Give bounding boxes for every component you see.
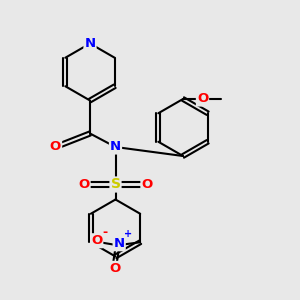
Text: O: O — [141, 178, 153, 191]
Text: N: N — [84, 37, 96, 50]
Text: O: O — [50, 140, 61, 154]
Text: O: O — [91, 234, 102, 247]
Text: +: + — [124, 229, 132, 239]
Text: N: N — [110, 140, 121, 154]
Text: O: O — [78, 178, 90, 191]
Text: -: - — [103, 226, 108, 239]
Text: O: O — [109, 262, 120, 275]
Text: S: S — [110, 178, 121, 191]
Text: O: O — [197, 92, 208, 106]
Text: N: N — [114, 237, 125, 250]
